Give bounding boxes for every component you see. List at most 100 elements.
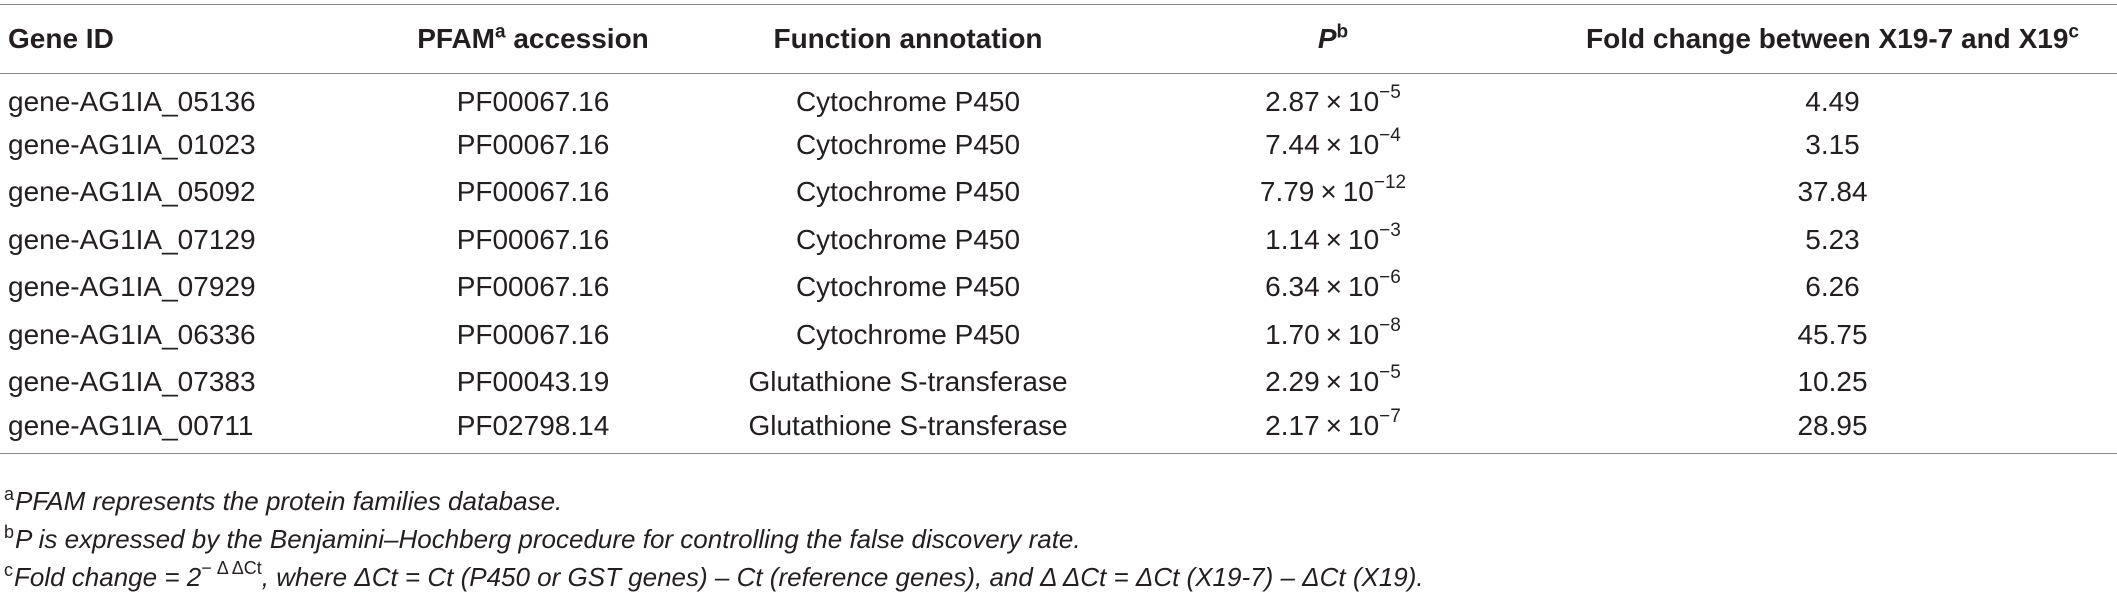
cell-pfam: PF00043.19 (456, 366, 610, 398)
times-symbol: × (1325, 85, 1343, 117)
cell-fold-change: 28.95 (1548, 406, 2117, 454)
table-body: gene-AG1IA_05136 PF00067.16 Cytochrome P45… (0, 74, 2117, 454)
p-mantissa: 1.14 (1265, 223, 1320, 255)
p-base: 10 (1348, 223, 1380, 255)
table-row: gene-AG1IA_01023 PF00067.16 Cytochrome P45… (0, 121, 2117, 169)
times-symbol: × (1325, 366, 1343, 398)
cell-pfam: PF00067.16 (456, 85, 610, 117)
cell-function: Glutathione S-transferase (748, 366, 1068, 398)
header-fold-change: Fold change between X19-7 and X19c (1548, 4, 2117, 74)
header-p: Pb (1118, 4, 1548, 74)
cell-gene-id: gene-AG1IA_05092 (8, 176, 256, 208)
cell-p-value: 1.70 × 10−8 (1118, 311, 1548, 359)
cell-pfam: PF00067.16 (456, 176, 610, 208)
p-mantissa: 7.44 (1265, 128, 1320, 160)
footnote-c-text-2: , where ΔCt = Ct (P450 or GST genes) – C… (261, 562, 1424, 592)
header-fold-label: Fold change between X19-7 and X19 (1586, 23, 2069, 54)
p-base: 10 (1348, 366, 1380, 398)
footnote-c-text-1: Fold change = 2 (14, 562, 202, 592)
header-gene-id-label: Gene ID (8, 23, 114, 54)
cell-gene-id: gene-AG1IA_06336 (8, 318, 256, 350)
p-exponent: −6 (1379, 267, 1401, 289)
times-symbol: × (1325, 223, 1343, 255)
p-base: 10 (1348, 318, 1380, 350)
cell-fold-change: 37.84 (1797, 176, 1868, 208)
cell-pfam: PF00067.16 (456, 223, 610, 255)
cell-pfam: PF00067.16 (456, 271, 610, 303)
p-mantissa: 2.17 (1265, 409, 1320, 441)
p-exponent: −4 (1379, 124, 1401, 146)
p-exponent: −5 (1379, 362, 1401, 384)
p-exponent: −5 (1379, 81, 1401, 103)
cell-function: Cytochrome P450 (795, 271, 1021, 303)
header-pfam-suffix: accession (505, 23, 649, 54)
footnote-b-mark: b (4, 522, 15, 542)
cell-p-value: 7.44 × 10−4 (1118, 121, 1548, 169)
cell-function: Cytochrome P450 (795, 128, 1021, 160)
p-exponent: −12 (1373, 172, 1407, 194)
cell-fold-change: 4.49 (1805, 85, 1860, 117)
cell-gene-id: gene-AG1IA_07129 (8, 223, 256, 255)
p-mantissa: 2.87 (1265, 85, 1320, 117)
footnote-c-mark: c (4, 560, 13, 580)
footnote-c: cFold change = 2− Δ ΔCt, where ΔCt = Ct … (4, 558, 1424, 598)
times-symbol: × (1325, 271, 1343, 303)
footnote-b-text: P is expressed by the Benjamini–Hochberg… (15, 524, 1081, 554)
cell-fold-change: 45.75 (1797, 318, 1868, 350)
p-mantissa: 1.70 (1265, 318, 1320, 350)
p-mantissa: 7.79 (1259, 176, 1315, 208)
cell-function: Cytochrome P450 (795, 176, 1021, 208)
cell-fold-change: 5.23 (1805, 223, 1860, 255)
footnote-a-mark: a (4, 484, 15, 504)
footnote-a-text: PFAM represents the protein families dat… (15, 486, 563, 516)
cell-function: Glutathione S-transferase (698, 406, 1118, 454)
times-symbol: × (1325, 318, 1343, 350)
header-row: Gene ID PFAMa accession Function annotat… (0, 4, 2117, 74)
header-pfam-sup: a (495, 21, 506, 43)
footnote-b: bP is expressed by the Benjamini–Hochber… (4, 522, 1424, 560)
times-symbol: × (1325, 128, 1343, 160)
table-row: gene-AG1IA_00711 PF02798.14 Glutathione S-… (0, 406, 2117, 454)
cell-p-value: 2.17 × 10−7 (1118, 406, 1548, 454)
cell-fold-change: 6.26 (1805, 271, 1860, 303)
header-function-label: Function annotation (773, 23, 1043, 54)
cell-p-value: 6.34 × 10−6 (1118, 264, 1548, 312)
header-function: Function annotation (698, 4, 1118, 74)
table-row: gene-AG1IA_07929 PF00067.16 Cytochrome P45… (0, 264, 2117, 312)
table-row: gene-AG1IA_07383 PF00043.19 Glutathione S-… (0, 359, 2117, 407)
cell-p-value: 7.79 × 10−12 (1118, 169, 1548, 217)
header-gene-id: Gene ID (0, 4, 368, 74)
cell-fold-change: 10.25 (1797, 366, 1868, 398)
cell-pfam: PF00067.16 (456, 318, 610, 350)
times-symbol: × (1320, 176, 1337, 208)
data-table: Gene ID PFAMa accession Function annotat… (0, 4, 2117, 454)
cell-function: Cytochrome P450 (795, 85, 1021, 117)
table-row: gene-AG1IA_06336 PF00067.16 Cytochrome P45… (0, 311, 2117, 359)
cell-gene-id: gene-AG1IA_00711 (0, 406, 368, 454)
cell-p-value: 1.14 × 10−3 (1118, 216, 1548, 264)
cell-gene-id: gene-AG1IA_05136 (8, 85, 256, 117)
cell-p-value: 2.29 × 10−5 (1118, 359, 1548, 407)
p-base: 10 (1348, 85, 1380, 117)
cell-p-value: 2.87 × 10−5 (1118, 74, 1548, 122)
cell-gene-id: gene-AG1IA_01023 (8, 128, 256, 160)
header-p-sup: b (1336, 21, 1349, 43)
p-mantissa: 2.29 (1265, 366, 1320, 398)
header-p-label: P (1317, 23, 1337, 54)
p-base: 10 (1348, 271, 1380, 303)
p-base: 10 (1342, 176, 1374, 208)
footnote-a: aPFAM represents the protein families da… (4, 484, 1424, 522)
cell-function: Cytochrome P450 (795, 318, 1021, 350)
p-mantissa: 6.34 (1265, 271, 1320, 303)
header-pfam-label: PFAM (417, 23, 495, 54)
p-base: 10 (1348, 128, 1380, 160)
p-exponent: −3 (1379, 219, 1401, 241)
table-header: Gene ID PFAMa accession Function annotat… (0, 4, 2117, 74)
cell-pfam: PF00067.16 (456, 128, 610, 160)
cell-fold-change: 3.15 (1805, 128, 1860, 160)
footnotes: aPFAM represents the protein families da… (4, 484, 1424, 598)
table-row: gene-AG1IA_05092 PF00067.16 Cytochrome P45… (0, 169, 2117, 217)
table-row: gene-AG1IA_05136 PF00067.16 Cytochrome P45… (0, 74, 2117, 122)
p-exponent: −8 (1379, 314, 1401, 336)
